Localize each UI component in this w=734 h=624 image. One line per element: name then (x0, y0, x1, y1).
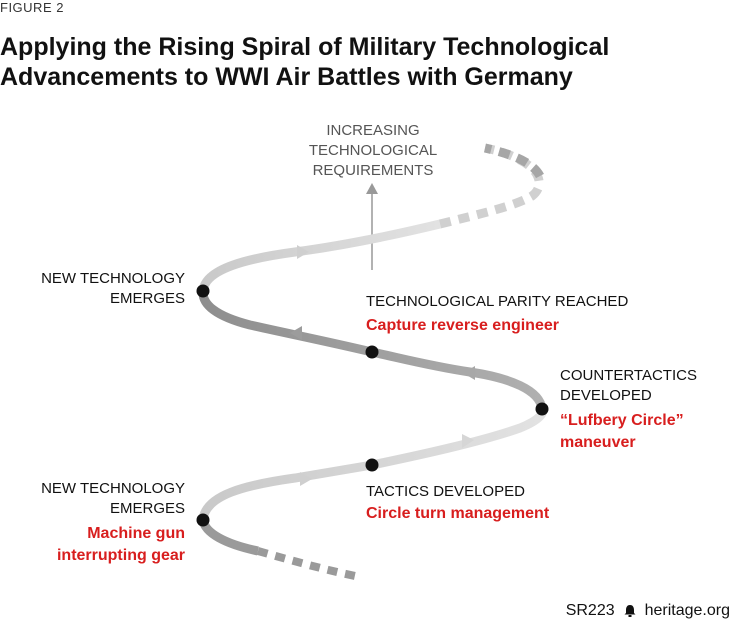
stage-example-line: “Lufbery Circle” (560, 412, 684, 429)
flow-arrow-icon (297, 245, 309, 259)
stage-dot-new-technology-bottom (196, 513, 210, 527)
axis-label-line: INCREASING (326, 122, 420, 139)
stage-label-line: NEW TECHNOLOGY (41, 480, 185, 497)
stage-label-line: EMERGES (109, 500, 185, 517)
stage-label-line: EMERGES (109, 290, 185, 307)
spiral-band-upper-light (198, 219, 442, 293)
flow-arrow-icon (290, 326, 302, 340)
stage-label-line: DEVELOPED (560, 387, 652, 404)
source-site[interactable]: heritage.org (644, 602, 730, 619)
axis-label-line: TECHNOLOGICAL (308, 142, 438, 159)
figure-label: FIGURE 2 (0, 0, 64, 15)
stage-label-countertactics: COUNTERTACTICS DEVELOPED (560, 366, 697, 406)
flow-arrow-icon (463, 366, 475, 380)
stage-example-countertactics: “Lufbery Circle” maneuver (560, 410, 684, 454)
spiral-tail-dashed (256, 547, 361, 581)
stage-dot-new-technology-top (196, 284, 210, 298)
stage-label-line: NEW TECHNOLOGY (41, 270, 185, 287)
flow-arrow-icon (300, 472, 312, 486)
bell-icon (624, 605, 636, 617)
stage-label-parity: TECHNOLOGICAL PARITY REACHED (366, 293, 629, 310)
stage-example-tactics: Circle turn management (366, 505, 550, 522)
flow-arrow-icon (462, 434, 474, 448)
stage-example-line: interrupting gear (56, 547, 185, 564)
title-line-2: Advancements to WWI Air Battles with Ger… (0, 63, 573, 91)
title-line-1: Applying the Rising Spiral of Military T… (0, 33, 610, 61)
stage-example-line: maneuver (560, 434, 636, 451)
stage-dot-parity (365, 345, 379, 359)
spiral-top-dashed-dark (483, 143, 544, 179)
stage-dot-tactics (365, 458, 379, 472)
figure-title: Applying the Rising Spiral of Military T… (0, 32, 700, 92)
arrow-head-icon (366, 183, 378, 194)
stage-label-line: COUNTERTACTICS (560, 367, 697, 384)
axis-label: INCREASING TECHNOLOGICAL REQUIREMENTS (298, 121, 448, 181)
stage-label-new-technology-top: NEW TECHNOLOGY EMERGES (15, 269, 185, 309)
stage-label-new-technology-bottom: NEW TECHNOLOGY EMERGES (15, 479, 185, 519)
footer: SR223 heritage.org (566, 602, 730, 620)
report-id: SR223 (565, 602, 615, 619)
stage-example-parity: Capture reverse engineer (366, 317, 559, 334)
stage-example-line: Machine gun (87, 525, 185, 542)
stage-example-new-technology-bottom: Machine gun interrupting gear (15, 523, 185, 567)
stage-label-tactics: TACTICS DEVELOPED (366, 483, 525, 500)
stage-dot-countertactics (535, 402, 549, 416)
axis-label-line: REQUIREMENTS (312, 162, 434, 179)
spiral-segment-bottom-dark (198, 518, 259, 556)
